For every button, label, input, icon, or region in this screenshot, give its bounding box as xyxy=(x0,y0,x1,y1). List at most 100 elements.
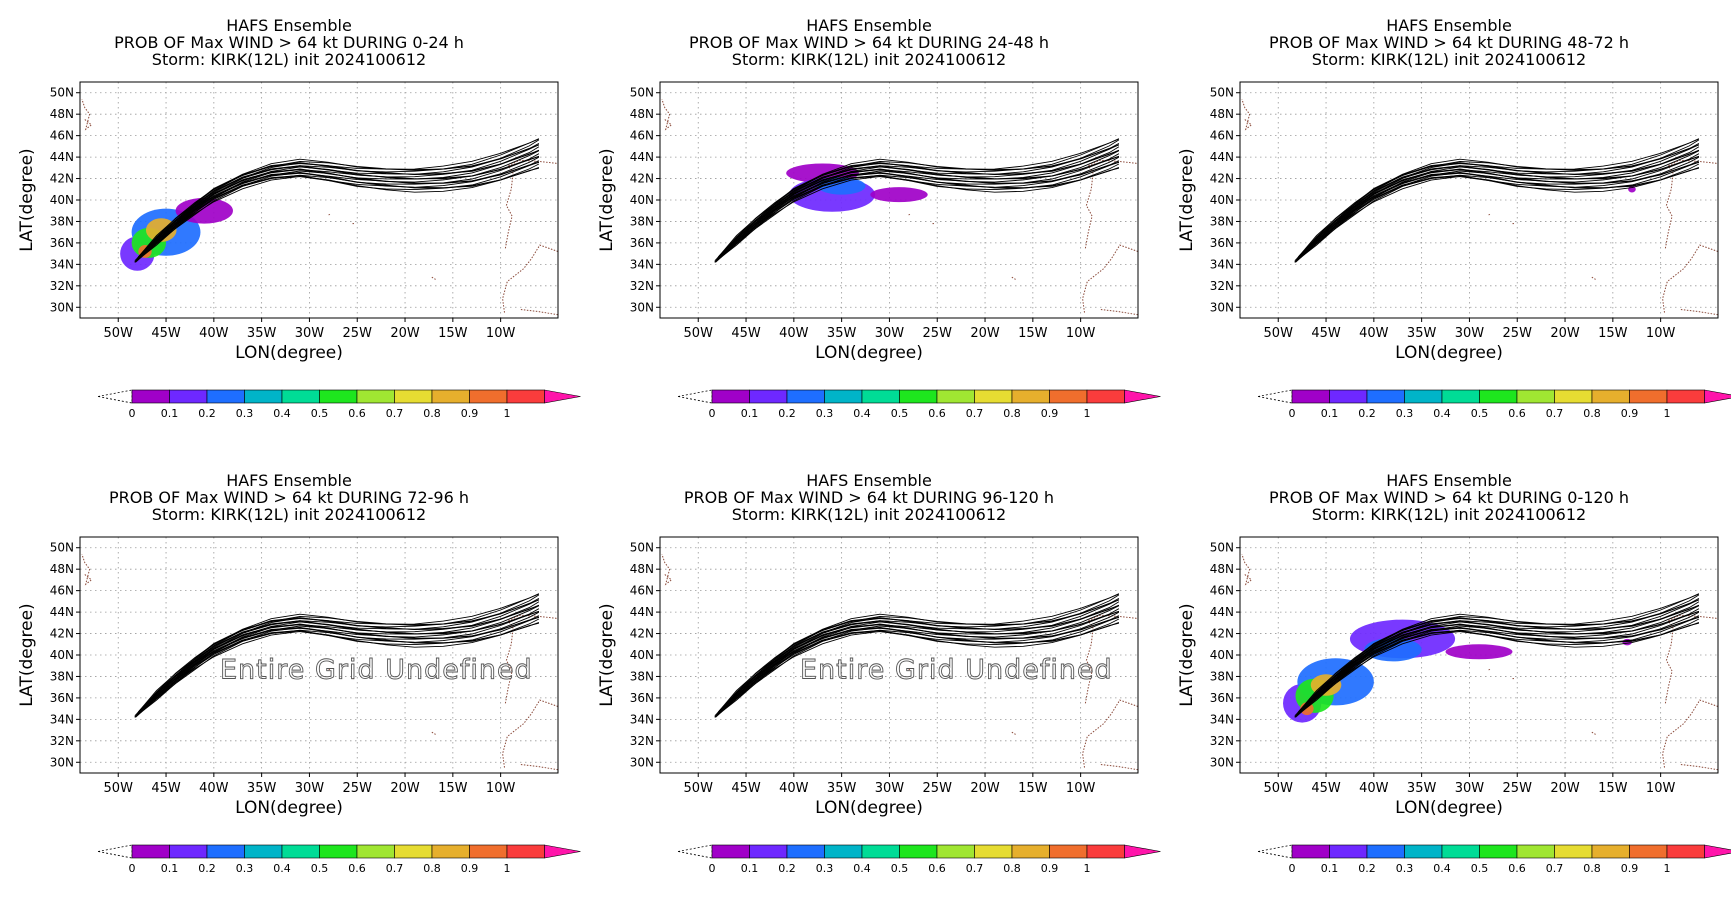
colorbar-label: 0.9 xyxy=(1621,862,1639,875)
coastline xyxy=(1012,277,1016,279)
y-tick-label: 50N xyxy=(1210,541,1234,555)
y-tick-label: 44N xyxy=(630,150,654,164)
y-tick-label: 44N xyxy=(50,150,74,164)
colorbar-label: 0.4 xyxy=(1433,407,1451,420)
panel-title-line-3: Storm: KIRK(12L) init 2024100612 xyxy=(732,505,1006,524)
coastline xyxy=(520,764,558,769)
ensemble-track xyxy=(720,595,1119,712)
x-tick-label: 25W xyxy=(343,326,373,341)
y-tick-label: 50N xyxy=(1210,86,1234,100)
x-tick-label: 45W xyxy=(151,326,181,341)
colorbar-segment xyxy=(357,845,395,858)
colorbar-over-arrow xyxy=(1125,390,1161,403)
colorbar-segment xyxy=(1630,390,1668,403)
y-tick-label: 32N xyxy=(50,734,74,748)
y-tick-label: 34N xyxy=(630,712,654,726)
colorbar-label: 0.3 xyxy=(816,862,834,875)
colorbar-segment xyxy=(1480,390,1518,403)
colorbar-label: 0.8 xyxy=(1583,862,1601,875)
y-tick-label: 48N xyxy=(630,562,654,576)
colorbar-label: 0.4 xyxy=(273,862,291,875)
x-tick-label: 25W xyxy=(1503,781,1533,796)
x-tick-label: 50W xyxy=(1264,326,1294,341)
colorbar-label: 0.1 xyxy=(161,407,179,420)
colorbar-label: 0.2 xyxy=(778,407,796,420)
colorbar-segment xyxy=(245,390,283,403)
y-tick-label: 40N xyxy=(50,648,74,662)
colorbar-label: 0.7 xyxy=(386,862,404,875)
undefined-label: Entire Grid Undefined xyxy=(220,655,533,686)
y-tick-label: 30N xyxy=(50,755,74,769)
colorbar-segment xyxy=(1367,845,1405,858)
y-tick-label: 36N xyxy=(50,236,74,250)
colorbar-label: 0.6 xyxy=(348,407,366,420)
colorbar-over-arrow xyxy=(1705,390,1731,403)
colorbar-label: 1 xyxy=(504,407,511,420)
colorbar-segment xyxy=(825,845,863,858)
colorbar-label: 0.3 xyxy=(236,862,254,875)
x-tick-label: 50W xyxy=(1264,781,1294,796)
y-tick-label: 42N xyxy=(1210,627,1234,641)
coastline xyxy=(1242,99,1252,129)
colorbar-segment xyxy=(1050,845,1088,858)
ensemble-track xyxy=(720,594,1119,710)
x-tick-label: 45W xyxy=(1311,781,1341,796)
colorbar-under-arrow xyxy=(1258,390,1292,403)
colorbar-segment xyxy=(470,845,508,858)
y-tick-label: 34N xyxy=(630,257,654,271)
y-tick-label: 50N xyxy=(50,541,74,555)
x-tick-label: 25W xyxy=(923,326,953,341)
panel-title-line-3: Storm: KIRK(12L) init 2024100612 xyxy=(1312,50,1586,69)
colorbar-label: 0.5 xyxy=(891,407,909,420)
colorbar-segment xyxy=(1517,390,1555,403)
coastline xyxy=(909,214,911,215)
colorbar-segment xyxy=(132,390,170,403)
colorbar-segment xyxy=(975,390,1013,403)
coastline xyxy=(503,700,558,768)
colorbar-label: 0.6 xyxy=(928,862,946,875)
colorbar-segment xyxy=(207,845,245,858)
y-tick-label: 32N xyxy=(50,279,74,293)
x-tick-label: 50W xyxy=(104,781,134,796)
y-tick-label: 40N xyxy=(1210,193,1234,207)
coastline xyxy=(432,732,436,734)
colorbar-label: 0.1 xyxy=(161,862,179,875)
colorbar-segment xyxy=(1592,845,1630,858)
x-tick-label: 45W xyxy=(151,781,181,796)
colorbar-segment xyxy=(1442,390,1480,403)
y-tick-label: 30N xyxy=(630,755,654,769)
y-axis-label: LAT(degree) xyxy=(17,148,37,251)
colorbar-label: 0.7 xyxy=(1546,862,1564,875)
y-tick-label: 42N xyxy=(630,627,654,641)
coastline xyxy=(505,160,558,248)
colorbar-label: 0.9 xyxy=(461,407,479,420)
colorbar-label: 0.4 xyxy=(1433,862,1451,875)
colorbar-label: 0.8 xyxy=(423,862,441,875)
x-tick-label: 35W xyxy=(247,326,277,341)
y-tick-label: 42N xyxy=(50,172,74,186)
colorbar-label: 0.9 xyxy=(461,862,479,875)
x-axis-label: LON(degree) xyxy=(235,343,343,363)
colorbar-label: 1 xyxy=(1084,407,1091,420)
y-tick-label: 48N xyxy=(50,562,74,576)
colorbar-segment xyxy=(170,390,208,403)
coastline xyxy=(520,309,558,314)
colorbar-segment xyxy=(170,845,208,858)
colorbar-label: 0.6 xyxy=(1508,407,1526,420)
y-tick-label: 46N xyxy=(1210,584,1234,598)
colorbar-label: 0.5 xyxy=(311,862,329,875)
colorbar-under-arrow xyxy=(678,390,712,403)
x-tick-label: 20W xyxy=(970,781,1000,796)
plot-area xyxy=(1240,537,1718,773)
x-tick-label: 20W xyxy=(970,326,1000,341)
colorbar-label: 0.7 xyxy=(1546,407,1564,420)
colorbar-segment xyxy=(1630,845,1668,858)
ensemble-track xyxy=(140,139,539,257)
colorbar-segment xyxy=(507,845,545,858)
panel-title-line-3: Storm: KIRK(12L) init 2024100612 xyxy=(152,50,426,69)
colorbar-label: 1 xyxy=(504,862,511,875)
coastline xyxy=(82,99,92,129)
